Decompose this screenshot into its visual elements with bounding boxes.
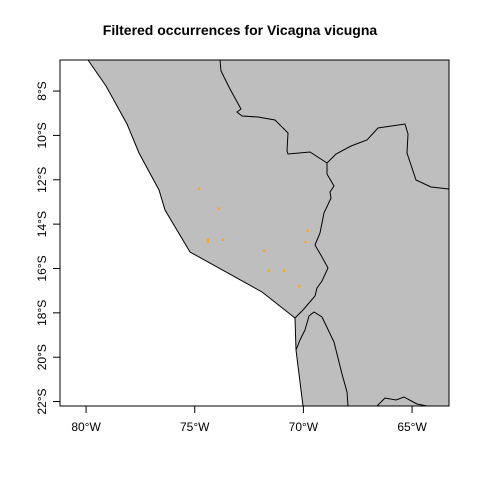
x-tick-label: 70°W bbox=[289, 420, 319, 434]
occurrence-point bbox=[206, 238, 210, 241]
y-tick-label: 12°S bbox=[35, 167, 49, 193]
country-borders bbox=[219, 59, 450, 407]
occurrence-point bbox=[297, 284, 301, 288]
land-layer bbox=[87, 59, 450, 407]
y-tick-label: 14°S bbox=[35, 211, 49, 237]
border-brazil-bolivia bbox=[326, 123, 450, 190]
occurrence-point bbox=[221, 238, 225, 241]
occurrence-point bbox=[282, 269, 286, 273]
occurrence-point bbox=[197, 187, 201, 190]
y-tick-label: 20°S bbox=[35, 344, 49, 370]
occurrence-point bbox=[263, 249, 266, 252]
y-tick-label: 8°S bbox=[35, 81, 49, 100]
occurrence-point bbox=[306, 229, 310, 233]
occurrence-points bbox=[197, 187, 310, 288]
y-tick-label: 10°S bbox=[35, 122, 49, 148]
y-tick-label: 22°S bbox=[35, 388, 49, 414]
map-frame bbox=[59, 59, 450, 407]
occurrence-point bbox=[206, 240, 210, 244]
occurrence-point bbox=[217, 207, 220, 210]
border-peru-brazil bbox=[219, 59, 335, 319]
y-axis: 8°S 10°S 12°S 14°S 16°S 18°S 20°S 22°S bbox=[35, 81, 60, 415]
border-bolivia-chile bbox=[295, 311, 349, 407]
occurrence-point bbox=[267, 269, 270, 273]
map-title: Filtered occurrences for Vicagna vicugna bbox=[102, 22, 378, 38]
land-mass bbox=[87, 59, 450, 407]
x-tick-label: 65°W bbox=[397, 420, 427, 434]
y-tick-label: 16°S bbox=[35, 255, 49, 281]
x-tick-label: 80°W bbox=[71, 420, 101, 434]
occurrence-point bbox=[304, 240, 307, 244]
x-axis: 80°W 75°W 70°W 65°W bbox=[71, 406, 427, 434]
y-tick-label: 18°S bbox=[35, 300, 49, 326]
x-tick-label: 75°W bbox=[180, 420, 210, 434]
border-bolivia-argentina bbox=[376, 396, 428, 407]
